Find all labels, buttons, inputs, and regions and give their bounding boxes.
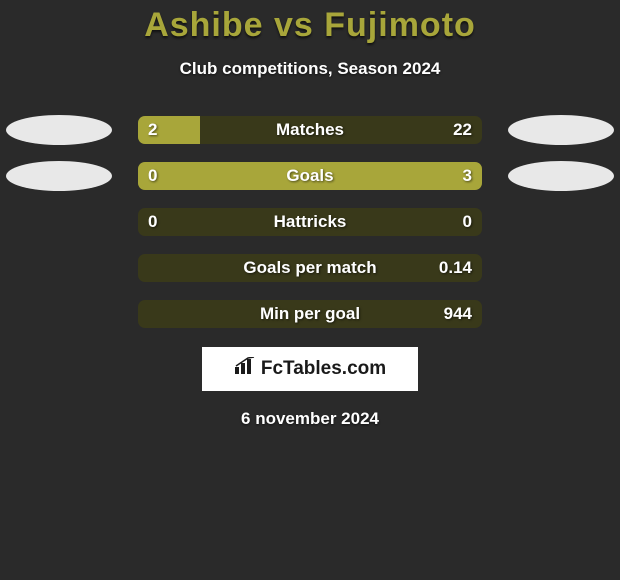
stat-bar-left-segment: [138, 162, 482, 190]
stat-row: Matches222: [0, 107, 620, 153]
stat-value-right: 0.14: [439, 254, 472, 282]
player-right-avatar: [508, 115, 614, 145]
stat-row: Min per goal944: [0, 291, 620, 337]
logo-text: FcTables.com: [261, 358, 386, 380]
stat-bar: [138, 254, 482, 282]
stat-row: Hattricks00: [0, 199, 620, 245]
stat-value-left: 2: [148, 116, 157, 144]
stat-value-left: 0: [148, 208, 157, 236]
stat-row: Goals03: [0, 153, 620, 199]
player-left-avatar: [6, 161, 112, 191]
stat-bar: [138, 300, 482, 328]
stat-bar: [138, 162, 482, 190]
player-left-avatar: [6, 115, 112, 145]
subtitle: Club competitions, Season 2024: [0, 59, 620, 79]
comparison-infographic: Ashibe vs Fujimoto Club competitions, Se…: [0, 0, 620, 429]
stat-value-left: 0: [148, 162, 157, 190]
player-right-avatar: [508, 161, 614, 191]
stat-rows: Matches222Goals03Hattricks00Goals per ma…: [0, 107, 620, 337]
stat-bar: [138, 208, 482, 236]
stat-value-right: 0: [463, 208, 472, 236]
stat-bar: [138, 116, 482, 144]
attribution-logo: FcTables.com: [202, 347, 418, 391]
date-text: 6 november 2024: [0, 409, 620, 429]
stat-value-right: 944: [444, 300, 472, 328]
stat-value-right: 3: [463, 162, 472, 190]
stat-row: Goals per match0.14: [0, 245, 620, 291]
page-title: Ashibe vs Fujimoto: [0, 6, 620, 45]
stat-value-right: 22: [453, 116, 472, 144]
bar-chart-icon: [234, 357, 256, 381]
